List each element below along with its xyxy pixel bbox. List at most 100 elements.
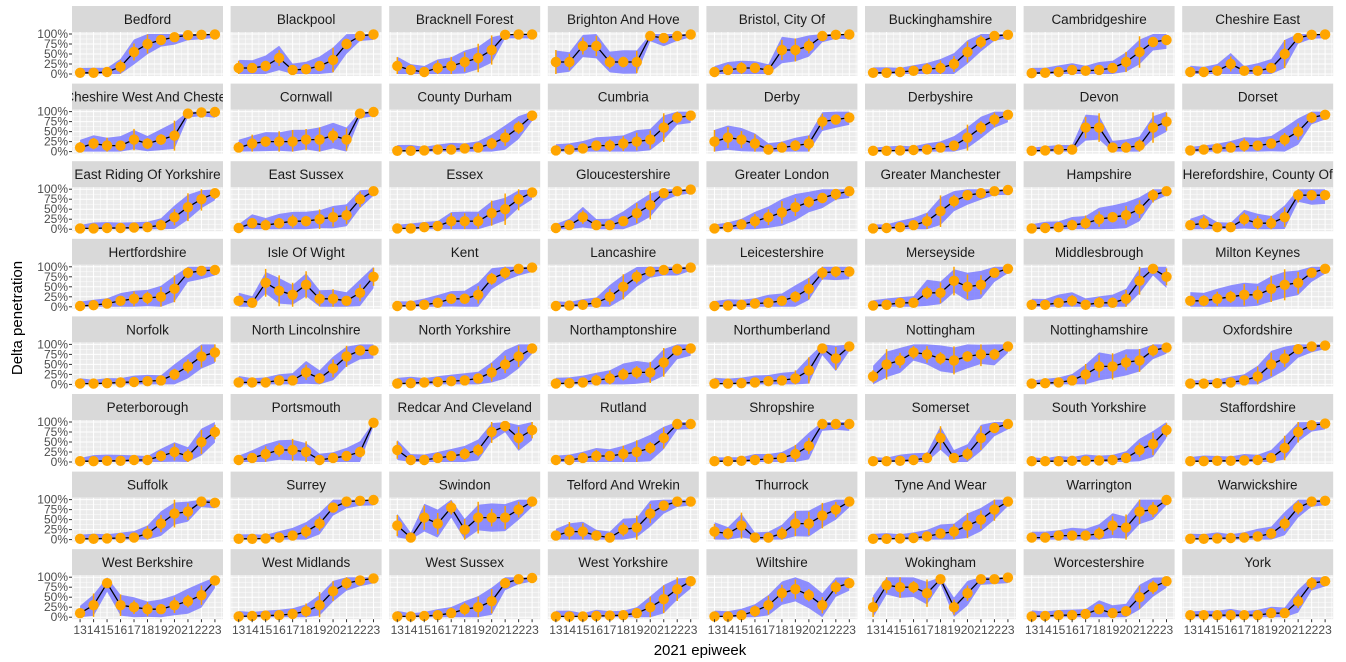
facet-strip (706, 471, 858, 498)
data-point (182, 361, 194, 372)
data-point (1292, 190, 1304, 201)
data-point (1161, 271, 1172, 282)
uncertainty-ribbon (80, 266, 215, 307)
data-point (803, 440, 815, 452)
uncertainty-ribbon (555, 577, 691, 618)
data-point (74, 142, 86, 153)
facet-strip (1023, 6, 1175, 32)
data-point (74, 456, 86, 467)
data-point (1120, 357, 1132, 368)
data-point (1161, 34, 1172, 46)
data-point (604, 610, 616, 621)
facet-strip-label: Greater Manchester (880, 167, 1001, 182)
facet-strip (1182, 83, 1334, 110)
data-point (526, 29, 538, 40)
y-tick-label: 0% (51, 533, 69, 547)
y-tick-label: 25% (44, 57, 68, 71)
facet-strip-label: Gloucestershire (576, 167, 671, 182)
data-point (526, 424, 538, 436)
facet-strip-label: Portsmouth (272, 400, 341, 415)
y-tick-label: 75% (44, 192, 68, 206)
data-point (736, 378, 747, 389)
data-point (550, 145, 562, 156)
data-point (74, 223, 86, 234)
data-point (564, 144, 575, 155)
facet-strip-label: Tyne And Wear (894, 478, 987, 493)
facet-panel: Greater Manchester (865, 161, 1016, 234)
x-tick-label: 22 (829, 623, 843, 637)
data-point (300, 216, 312, 227)
data-point (1002, 572, 1014, 583)
x-tick-label: 16 (907, 623, 921, 637)
data-point (459, 524, 470, 535)
data-point (1026, 145, 1037, 156)
data-point (155, 220, 167, 231)
data-point (1120, 522, 1132, 533)
x-tick-label: 19 (313, 623, 327, 637)
x-tick-label: 16 (748, 623, 762, 637)
data-point (1026, 611, 1037, 622)
data-point (658, 264, 669, 276)
facet-panel: Surrey (230, 471, 382, 544)
data-point (618, 138, 629, 149)
data-point (432, 220, 443, 232)
y-tick-label: 50% (44, 125, 68, 139)
data-point (803, 196, 815, 208)
data-point (327, 212, 339, 223)
data-point (368, 106, 379, 118)
uncertainty-ribbon (397, 189, 533, 230)
x-tick-label: 19 (630, 623, 644, 637)
data-point (142, 38, 153, 50)
data-point (233, 454, 244, 466)
facet-panel: Bristol, City Of (706, 6, 858, 78)
data-point (169, 130, 180, 141)
data-point (1002, 29, 1014, 40)
data-point (142, 138, 153, 149)
data-point (486, 273, 497, 284)
data-point (233, 62, 244, 74)
y-tick-label: 25% (44, 135, 68, 149)
data-point (550, 300, 562, 312)
data-point (459, 293, 470, 304)
facet-panel: Wokingham 13 14 15 16 17 18 19 20 21 22 23 (865, 549, 1016, 637)
data-point (830, 582, 842, 593)
facet-strip (865, 161, 1016, 188)
data-point (74, 378, 86, 389)
data-point (564, 611, 575, 622)
data-point (658, 357, 669, 368)
data-point (1319, 109, 1331, 121)
data-point (658, 500, 669, 511)
data-point (948, 196, 960, 207)
data-point (790, 291, 801, 302)
data-point (776, 588, 788, 599)
data-point (459, 143, 470, 154)
facet-strip (230, 6, 382, 32)
uncertainty-ribbon (714, 266, 850, 307)
facet-strip (865, 549, 1016, 576)
facet-strip (389, 394, 541, 420)
facet-strip (1182, 161, 1334, 188)
data-point (419, 377, 430, 388)
data-point (260, 533, 271, 544)
data-point (1198, 66, 1209, 78)
uncertainty-ribbon (238, 344, 374, 385)
data-point (631, 208, 642, 219)
x-tick-label: 21 (340, 623, 354, 637)
data-point (405, 300, 416, 311)
facet-strip (389, 161, 541, 188)
data-point (1225, 142, 1236, 153)
data-point (790, 373, 801, 384)
data-point (894, 455, 906, 466)
data-point (618, 369, 629, 380)
data-point (645, 442, 656, 454)
data-point (115, 532, 126, 544)
facet-strip-label: Cumbria (598, 90, 650, 105)
data-point (989, 349, 1000, 360)
data-point (101, 578, 113, 589)
data-point (817, 267, 828, 278)
data-point (921, 63, 933, 75)
data-point (803, 365, 815, 376)
data-point (550, 530, 562, 541)
y-tick-label: 50% (44, 47, 68, 61)
x-tick-label: 20 (1119, 623, 1133, 637)
